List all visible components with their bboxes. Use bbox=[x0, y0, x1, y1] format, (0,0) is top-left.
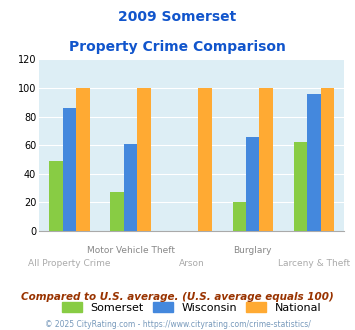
Bar bbox=[137, 88, 151, 231]
Bar bbox=[307, 94, 321, 231]
Bar bbox=[260, 88, 273, 231]
Bar bbox=[294, 142, 307, 231]
Text: 2009 Somerset: 2009 Somerset bbox=[118, 10, 237, 24]
Legend: Somerset, Wisconsin, National: Somerset, Wisconsin, National bbox=[62, 302, 322, 313]
Text: Larceny & Theft: Larceny & Theft bbox=[278, 259, 350, 268]
Bar bbox=[246, 137, 260, 231]
Text: Arson: Arson bbox=[179, 259, 204, 268]
Text: Compared to U.S. average. (U.S. average equals 100): Compared to U.S. average. (U.S. average … bbox=[21, 292, 334, 302]
Bar bbox=[233, 202, 246, 231]
Text: Property Crime Comparison: Property Crime Comparison bbox=[69, 40, 286, 53]
Text: Motor Vehicle Theft: Motor Vehicle Theft bbox=[87, 246, 175, 255]
Bar bbox=[198, 88, 212, 231]
Bar bbox=[321, 88, 334, 231]
Bar bbox=[110, 192, 124, 231]
Bar bbox=[63, 108, 76, 231]
Text: © 2025 CityRating.com - https://www.cityrating.com/crime-statistics/: © 2025 CityRating.com - https://www.city… bbox=[45, 320, 310, 329]
Bar bbox=[76, 88, 90, 231]
Text: All Property Crime: All Property Crime bbox=[28, 259, 111, 268]
Text: Burglary: Burglary bbox=[234, 246, 272, 255]
Bar bbox=[124, 144, 137, 231]
Bar bbox=[49, 161, 63, 231]
